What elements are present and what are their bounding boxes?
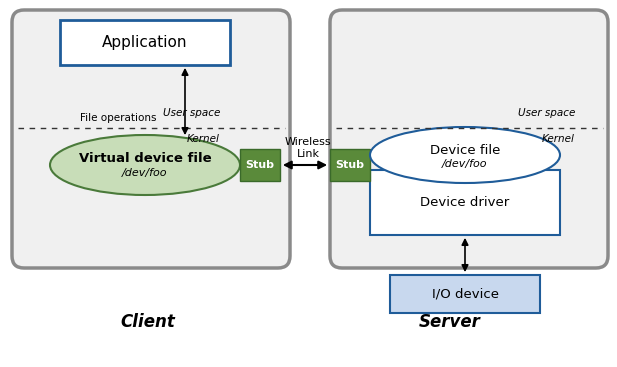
- Text: User space: User space: [518, 108, 575, 118]
- FancyBboxPatch shape: [240, 149, 280, 181]
- FancyBboxPatch shape: [330, 10, 608, 268]
- Text: Application: Application: [102, 35, 188, 50]
- Text: File operations: File operations: [80, 113, 157, 123]
- Text: I/O device: I/O device: [431, 287, 499, 301]
- Text: Kernel: Kernel: [187, 134, 220, 144]
- Ellipse shape: [50, 135, 240, 195]
- Text: User space: User space: [163, 108, 220, 118]
- Text: Device file: Device file: [430, 143, 500, 156]
- Text: /dev/foo: /dev/foo: [442, 159, 488, 169]
- Text: Server: Server: [419, 313, 481, 331]
- Text: /dev/foo: /dev/foo: [122, 168, 168, 178]
- Text: Wireless
Link: Wireless Link: [284, 137, 331, 159]
- Ellipse shape: [370, 127, 560, 183]
- Text: Virtual device file: Virtual device file: [79, 153, 211, 166]
- Text: Device driver: Device driver: [420, 196, 510, 209]
- FancyBboxPatch shape: [370, 170, 560, 235]
- Text: Stub: Stub: [246, 160, 275, 170]
- Text: Stub: Stub: [336, 160, 365, 170]
- FancyBboxPatch shape: [60, 20, 230, 65]
- Text: Kernel: Kernel: [542, 134, 575, 144]
- Text: Client: Client: [120, 313, 175, 331]
- FancyBboxPatch shape: [12, 10, 290, 268]
- FancyBboxPatch shape: [390, 275, 540, 313]
- FancyBboxPatch shape: [330, 149, 370, 181]
